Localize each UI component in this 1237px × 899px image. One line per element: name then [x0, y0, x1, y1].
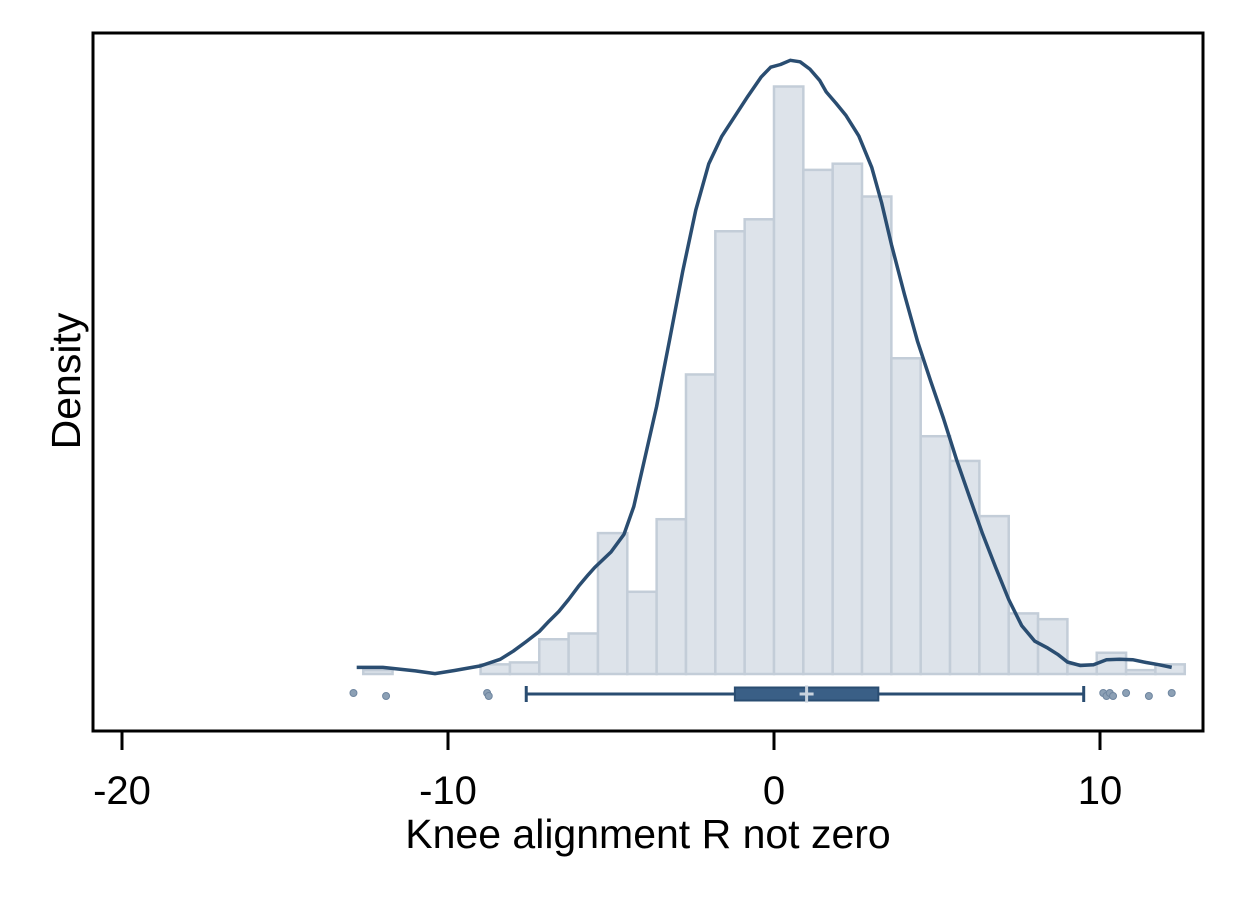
histogram-bar	[361, 668, 394, 676]
outlier-point	[1109, 692, 1118, 700]
kde-curve	[356, 58, 1173, 676]
x-tick-label: -10	[419, 769, 477, 813]
histogram-bar	[1124, 668, 1157, 676]
boxplot-outliers	[349, 689, 1176, 700]
histogram-bar	[890, 357, 922, 676]
histogram-bar	[1007, 612, 1040, 676]
histogram-bar	[626, 590, 658, 676]
histogram-bar	[655, 517, 688, 676]
outlier-point	[484, 692, 493, 700]
histogram-bar	[831, 162, 864, 676]
outlier-point	[1144, 692, 1153, 700]
x-axis-title: Knee alignment R not zero	[405, 811, 890, 857]
y-axis-title: Density	[43, 312, 89, 449]
histogram-bar	[1154, 663, 1187, 676]
histogram-bar	[772, 85, 805, 676]
histogram-bar	[684, 373, 717, 676]
histogram-bar	[919, 434, 952, 676]
histogram-bar	[567, 632, 600, 676]
histogram-bar	[948, 459, 981, 676]
outlier-point	[1122, 689, 1131, 697]
histogram-bar	[743, 218, 776, 676]
histogram-bar	[596, 531, 629, 676]
outlier-point	[349, 689, 358, 697]
outlier-point	[382, 692, 391, 700]
histogram-bars	[361, 85, 1187, 676]
x-tick-label: -20	[93, 769, 151, 813]
histogram-bar	[802, 168, 834, 676]
x-tick-label: 10	[1078, 769, 1123, 813]
boxplot	[524, 685, 1086, 703]
histogram-bar	[860, 195, 893, 676]
histogram-bar	[508, 661, 541, 676]
x-tick-label: 0	[763, 769, 785, 813]
histogram-bar	[714, 230, 746, 676]
outlier-point	[1167, 689, 1176, 697]
histogram-bar	[538, 638, 570, 676]
x-axis: -20 -10 0 10	[93, 729, 1203, 813]
